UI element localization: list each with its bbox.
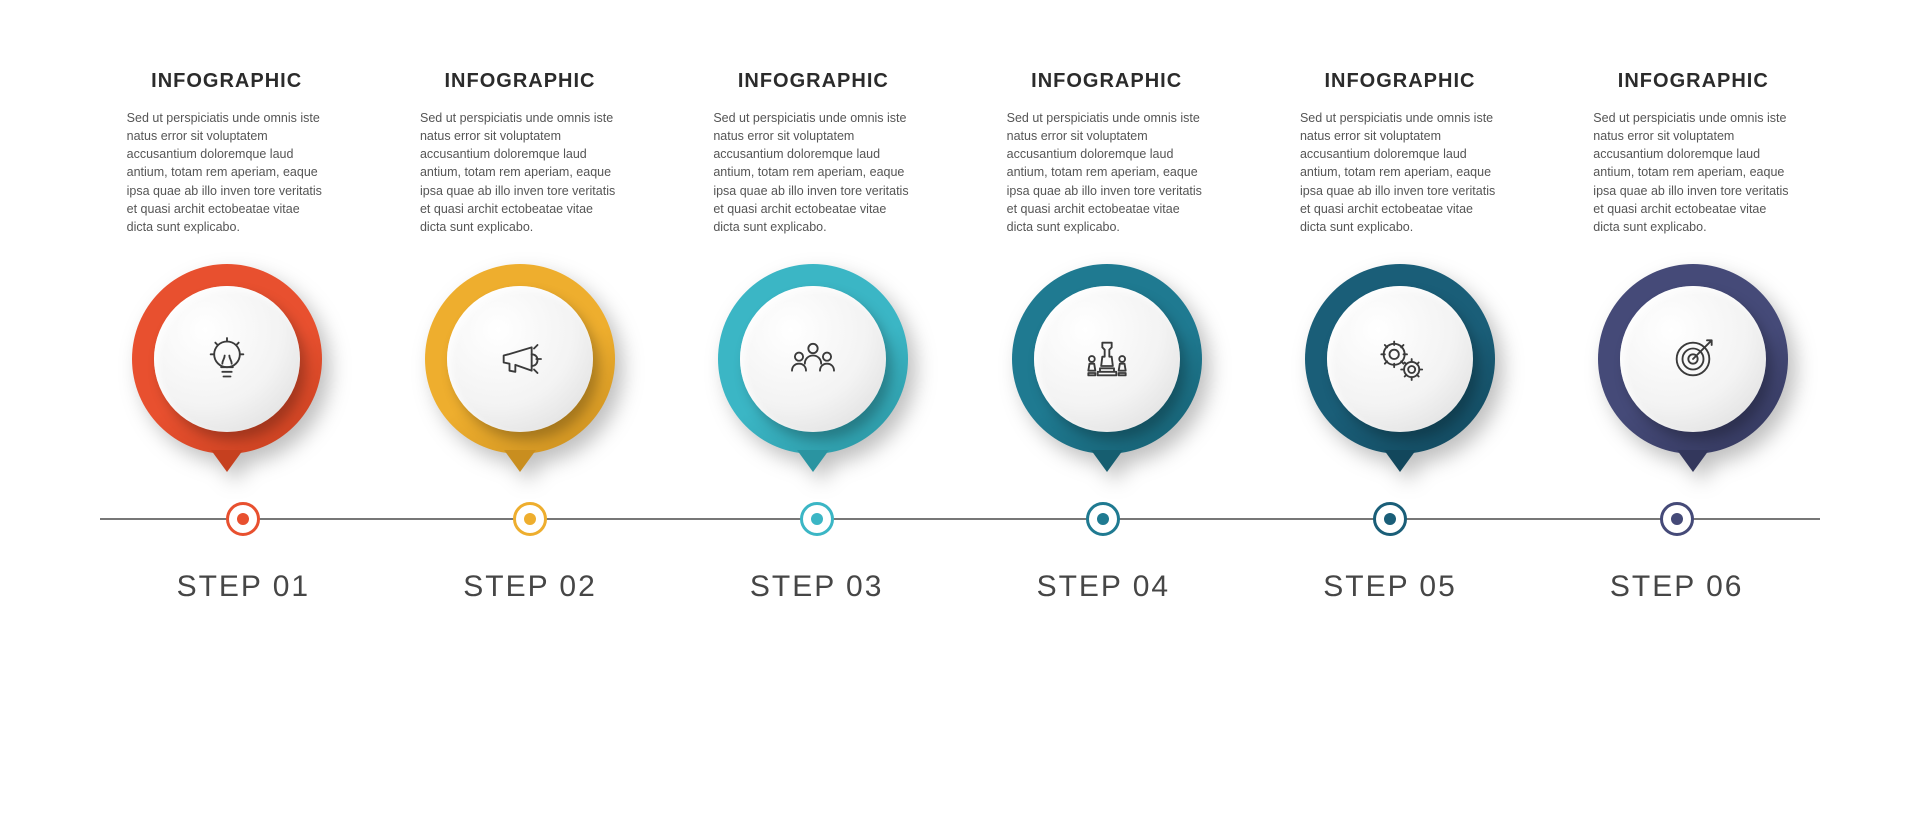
step-title: INFOGRAPHIC — [444, 70, 595, 93]
lightbulb-icon — [199, 331, 255, 387]
pin-inner — [447, 286, 593, 432]
step-6: INFOGRAPHIC Sed ut perspiciatis unde omn… — [1567, 70, 1820, 454]
step-title: INFOGRAPHIC — [151, 70, 302, 93]
step-label: STEP 05 — [1323, 570, 1457, 604]
dot-wrap-2: STEP 02 — [387, 502, 674, 604]
megaphone-icon — [492, 331, 548, 387]
timeline-dot — [1660, 502, 1694, 536]
steps-row: INFOGRAPHIC Sed ut perspiciatis unde omn… — [100, 70, 1820, 454]
dot-wrap-4: STEP 04 — [960, 502, 1247, 604]
step-title: INFOGRAPHIC — [1324, 70, 1475, 93]
timeline-dot — [1373, 502, 1407, 536]
pin-1 — [132, 264, 322, 454]
step-title: INFOGRAPHIC — [1618, 70, 1769, 93]
step-body: Sed ut perspiciatis unde omnis iste natu… — [1593, 109, 1793, 236]
step-label: STEP 03 — [750, 570, 884, 604]
step-3: INFOGRAPHIC Sed ut perspiciatis unde omn… — [687, 70, 940, 454]
step-body: Sed ut perspiciatis unde omnis iste natu… — [1007, 109, 1207, 236]
step-body: Sed ut perspiciatis unde omnis iste natu… — [713, 109, 913, 236]
team-icon — [785, 331, 841, 387]
pin-5 — [1305, 264, 1495, 454]
pin-inner — [154, 286, 300, 432]
pin-3 — [718, 264, 908, 454]
step-label: STEP 02 — [463, 570, 597, 604]
timeline-dots-row: STEP 01 STEP 02 STEP 03 STEP 04 STEP 05 … — [100, 502, 1820, 604]
step-body: Sed ut perspiciatis unde omnis iste natu… — [420, 109, 620, 236]
step-title: INFOGRAPHIC — [1031, 70, 1182, 93]
gears-icon — [1372, 331, 1428, 387]
pin-inner — [1327, 286, 1473, 432]
dot-wrap-5: STEP 05 — [1247, 502, 1534, 604]
step-1: INFOGRAPHIC Sed ut perspiciatis unde omn… — [100, 70, 353, 454]
step-5: INFOGRAPHIC Sed ut perspiciatis unde omn… — [1273, 70, 1526, 454]
pin-6 — [1598, 264, 1788, 454]
timeline-dot — [800, 502, 834, 536]
step-label: STEP 01 — [177, 570, 311, 604]
pin-2 — [425, 264, 615, 454]
step-2: INFOGRAPHIC Sed ut perspiciatis unde omn… — [393, 70, 646, 454]
dot-wrap-6: STEP 06 — [1533, 502, 1820, 604]
step-4: INFOGRAPHIC Sed ut perspiciatis unde omn… — [980, 70, 1233, 454]
target-icon — [1665, 331, 1721, 387]
chess-icon — [1079, 331, 1135, 387]
dot-wrap-3: STEP 03 — [673, 502, 960, 604]
pin-4 — [1012, 264, 1202, 454]
step-label: STEP 06 — [1610, 570, 1744, 604]
step-title: INFOGRAPHIC — [738, 70, 889, 93]
step-label: STEP 04 — [1037, 570, 1171, 604]
pin-inner — [740, 286, 886, 432]
dot-wrap-1: STEP 01 — [100, 502, 387, 604]
step-body: Sed ut perspiciatis unde omnis iste natu… — [1300, 109, 1500, 236]
step-body: Sed ut perspiciatis unde omnis iste natu… — [127, 109, 327, 236]
timeline-dot — [1086, 502, 1120, 536]
timeline-dot — [513, 502, 547, 536]
pin-inner — [1034, 286, 1180, 432]
pin-inner — [1620, 286, 1766, 432]
timeline-dot — [226, 502, 260, 536]
